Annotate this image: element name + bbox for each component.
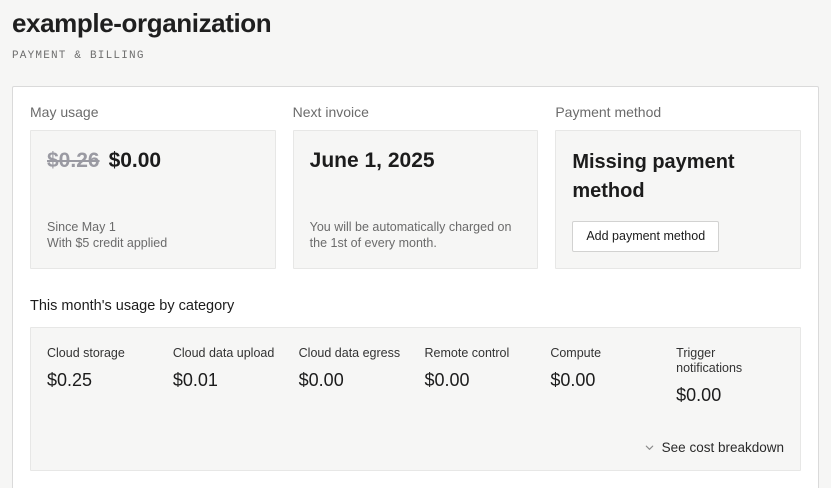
usage-category-grid: Cloud storage $0.25 Cloud data upload $0…: [47, 346, 784, 407]
monthly-usage-label: May usage: [30, 104, 99, 121]
payment-method-panel: Missing payment method Add payment metho…: [555, 129, 801, 269]
category-value: $0.00: [298, 369, 344, 390]
next-invoice-section: Next invoice June 1, 2025 You will be au…: [292, 104, 539, 269]
usage-category-compute: Compute $0.00: [550, 346, 658, 407]
category-label: Trigger notifications: [676, 345, 743, 375]
next-invoice-note: You will be automatically charged on the…: [309, 220, 512, 251]
monthly-usage-section: May usage $0.26 $0.00 Since May 1 With $5…: [30, 104, 276, 269]
category-value: $0.01: [172, 369, 218, 390]
see-cost-breakdown-toggle[interactable]: See cost breakdown: [644, 440, 784, 455]
payment-method-section: Payment method Missing payment method Ad…: [555, 104, 801, 269]
usage-note: Since May 1 With $5 credit applied: [47, 219, 259, 252]
usage-amount-before-credit: $0.26: [47, 148, 100, 172]
category-label: Remote control: [424, 345, 510, 360]
add-payment-method-button[interactable]: Add payment method: [572, 221, 720, 252]
page-title: example-organization: [12, 8, 272, 38]
usage-category-remote-control: Remote control $0.00: [425, 346, 533, 407]
category-label: Cloud data egress: [298, 345, 401, 360]
usage-note-line1: Since May 1: [47, 220, 116, 235]
category-label: Cloud data upload: [172, 345, 275, 360]
usage-by-category-panel: Cloud storage $0.25 Cloud data upload $0…: [30, 326, 801, 471]
usage-category-trigger-notifications: Trigger notifications $0.00: [676, 346, 784, 407]
next-invoice-date: June 1, 2025: [309, 148, 435, 172]
category-value: $0.00: [676, 384, 722, 405]
payment-method-status: Missing payment method: [572, 150, 735, 202]
category-value: $0.00: [550, 369, 596, 390]
category-value: $0.00: [424, 369, 470, 390]
usage-by-category-title: This month's usage by category: [30, 297, 235, 314]
monthly-usage-amounts: $0.26 $0.00: [47, 148, 259, 173]
billing-card: May usage $0.26 $0.00 Since May 1 With $5…: [12, 86, 819, 488]
page-subtitle-breadcrumb: PAYMENT & BILLING: [12, 50, 145, 63]
monthly-usage-panel: $0.26 $0.00 Since May 1 With $5 credit ap…: [30, 129, 276, 269]
see-cost-breakdown-label: See cost breakdown: [661, 439, 784, 455]
usage-category-cloud-data-upload: Cloud data upload $0.01: [173, 346, 281, 407]
usage-category-cloud-storage: Cloud storage $0.25: [47, 346, 155, 407]
category-label: Cloud storage: [47, 345, 125, 360]
usage-category-cloud-data-egress: Cloud data egress $0.00: [299, 346, 407, 407]
category-label: Compute: [550, 345, 602, 360]
payment-method-label: Payment method: [555, 104, 662, 121]
next-invoice-label: Next invoice: [292, 104, 369, 121]
usage-note-line2: With $5 credit applied: [47, 236, 168, 251]
category-value: $0.25: [47, 369, 93, 390]
next-invoice-panel: June 1, 2025 You will be automatically c…: [292, 129, 539, 269]
billing-summary: May usage $0.26 $0.00 Since May 1 With $5…: [30, 104, 801, 269]
usage-amount-after-credit: $0.00: [108, 148, 162, 172]
chevron-down-icon: [645, 445, 653, 450]
